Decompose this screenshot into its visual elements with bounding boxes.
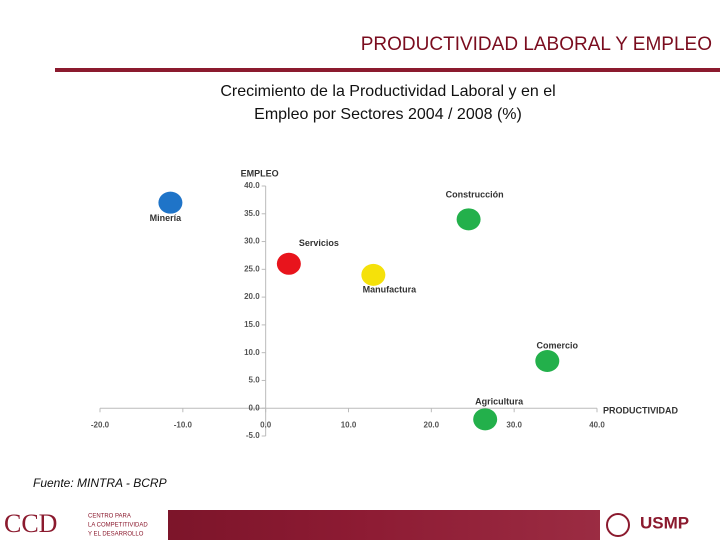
usmp-seal	[606, 513, 630, 537]
point	[276, 252, 301, 275]
y-tick-label: 30.0	[244, 237, 260, 246]
y-tick-label: 40.0	[244, 181, 260, 190]
point-label: Minería	[150, 213, 183, 223]
y-tick-label: -5.0	[246, 431, 260, 440]
point-label: Manufactura	[363, 284, 418, 294]
ccd-logo: CCD	[4, 509, 57, 538]
ccd-text: Y EL DESARROLLO	[88, 532, 144, 538]
chart-title-line: Empleo por Sectores 2004 / 2008 (%)	[254, 106, 522, 123]
x-tick-label: -20.0	[91, 420, 110, 429]
usmp-logo: USMP	[640, 513, 689, 532]
point	[473, 408, 498, 431]
slide-title: PRODUCTIVIDAD LABORAL Y EMPLEO	[361, 34, 712, 55]
x-tick-label: 0.0	[260, 420, 272, 429]
y-tick-label: 10.0	[244, 348, 260, 357]
x-tick-label: 10.0	[341, 420, 357, 429]
x-tick-label: 20.0	[424, 420, 440, 429]
y-axis-title: EMPLEO	[241, 168, 279, 178]
point	[361, 263, 386, 286]
point	[535, 350, 560, 372]
x-tick-label: 30.0	[506, 420, 522, 429]
y-tick-label: 5.0	[249, 376, 261, 385]
point	[456, 208, 481, 231]
footer-left-logo-box	[0, 510, 168, 540]
title-rule	[55, 68, 720, 72]
point-label: Construcción	[446, 190, 504, 200]
source-note: Fuente: MINTRA - BCRP	[33, 476, 167, 490]
point-label: Comercio	[537, 340, 579, 350]
point	[158, 191, 183, 214]
y-tick-label: 25.0	[244, 264, 260, 273]
point-label: Servicios	[299, 238, 339, 248]
point-label: Agricultura	[475, 397, 524, 407]
x-tick-label: -10.0	[174, 420, 193, 429]
y-tick-label: 35.0	[244, 209, 260, 218]
ccd-text: LA COMPETITIVIDAD	[88, 523, 148, 529]
y-tick-label: 15.0	[244, 320, 260, 329]
y-tick-label: 0.0	[249, 403, 261, 412]
ccd-text: CENTRO PARA	[88, 514, 131, 520]
chart-title-line: Crecimiento de la Productividad Laboral …	[220, 83, 555, 100]
y-tick-label: 20.0	[244, 292, 260, 301]
x-axis-title: PRODUCTIVIDAD	[603, 406, 679, 416]
x-tick-label: 40.0	[589, 420, 605, 429]
